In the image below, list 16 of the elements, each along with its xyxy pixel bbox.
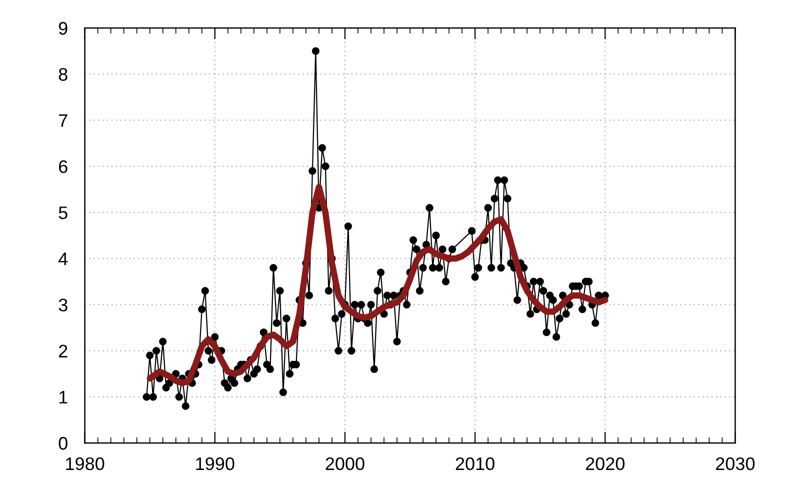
y-tick-label: 1 (59, 391, 68, 404)
y-tick-label: 7 (59, 114, 68, 127)
x-tick-label: 2020 (586, 457, 624, 470)
y-tick-label: 3 (58, 298, 68, 312)
y-tick-label: 4 (58, 252, 68, 266)
y-tick-label: 0 (58, 436, 68, 450)
y-tick-label: 9 (58, 22, 68, 35)
y-tick-label: 6 (59, 160, 68, 174)
x-tick-label: 2010 (456, 457, 494, 470)
x-tick-label: 1980 (66, 457, 104, 470)
y-tick-label: 8 (58, 68, 68, 81)
x-tick-label: 2030 (716, 457, 755, 470)
x-tick-label: 1990 (196, 457, 234, 470)
y-tick-label: 2 (59, 344, 68, 358)
x-tick-label: 2000 (326, 457, 364, 470)
y-tick-label: 5 (58, 206, 68, 220)
